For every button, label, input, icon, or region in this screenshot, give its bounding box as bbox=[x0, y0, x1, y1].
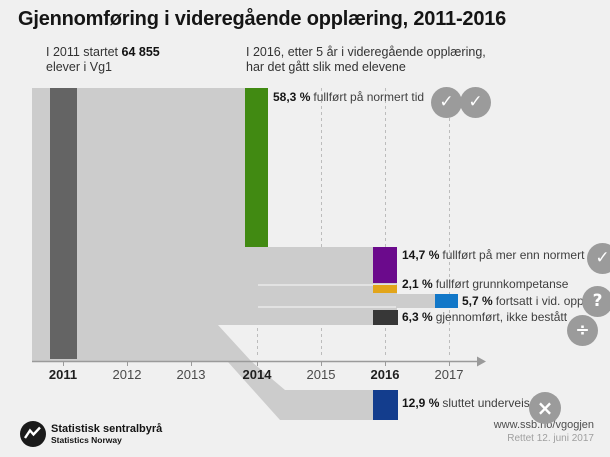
year-2014: 2014 bbox=[242, 367, 272, 382]
org-name: Statistisk sentralbyrå bbox=[51, 423, 163, 435]
axis-arrow-icon bbox=[477, 356, 486, 367]
intro-right: I 2016, etter 5 år i videregående opplær… bbox=[246, 45, 486, 75]
bar-sluttet bbox=[373, 390, 398, 420]
label-sluttet: 12,9 % sluttet underveis bbox=[402, 396, 530, 410]
text-ikke-bestatt: gjennomført, ikke bestått bbox=[435, 310, 568, 324]
check-glyph: ✓ bbox=[439, 92, 454, 112]
cohort-count: 64 855 bbox=[121, 45, 160, 59]
text-fullfort-normert: fullført på normert tid bbox=[313, 90, 425, 104]
revision-date: Rettet 12. juni 2017 bbox=[507, 433, 594, 444]
label-fortsatt: 5,7 % fortsatt i vid. oppl. bbox=[462, 294, 590, 308]
bar-grunnkompetanse bbox=[373, 285, 397, 293]
flow-main bbox=[32, 88, 397, 361]
check-glyph: ✓ bbox=[468, 92, 483, 112]
bar-cohort-2011 bbox=[50, 88, 77, 359]
bar-fullfort-mer-enn-normert bbox=[373, 247, 397, 283]
pct-fortsatt: 5,7 % bbox=[462, 294, 493, 308]
flow-dropout bbox=[228, 362, 373, 420]
close-icon: × bbox=[529, 392, 561, 424]
text-fullfort-mer-enn-normert: fullført på mer enn normert bbox=[442, 248, 585, 262]
bar-ikke-bestatt bbox=[373, 310, 398, 325]
check-icon: ✓ bbox=[587, 243, 610, 274]
bar-fortsatt bbox=[435, 294, 458, 308]
divide-glyph: ÷ bbox=[575, 320, 590, 340]
intro-right-line1: I 2016, etter 5 år i videregående opplær… bbox=[246, 45, 486, 59]
label-fullfort-normert: 58,3 % fullført på normert tid bbox=[273, 90, 424, 104]
year-2016: 2016 bbox=[370, 367, 400, 382]
year-2015: 2015 bbox=[306, 367, 336, 382]
label-grunnkompetanse: 2,1 % fullført grunnkompetanse bbox=[402, 277, 568, 291]
intro-left-line2: elever i Vg1 bbox=[46, 60, 113, 74]
ssb-logo bbox=[20, 421, 46, 447]
pct-fullfort-mer-enn-normert: 14,7 % bbox=[402, 248, 440, 262]
question-icon: ? bbox=[582, 286, 610, 317]
flow-fortsatt bbox=[397, 294, 437, 308]
intro-left-text: I 2011 startet bbox=[46, 45, 119, 59]
footer-source: www.ssb.no/vgogjen Rettet 12. juni 2017 bbox=[494, 419, 594, 445]
close-glyph: × bbox=[536, 396, 554, 420]
divide-icon: ÷ bbox=[567, 315, 598, 346]
source-url: www.ssb.no/vgogjen bbox=[493, 419, 594, 431]
year-2011: 2011 bbox=[48, 367, 78, 382]
year-2017: 2017 bbox=[434, 367, 464, 382]
text-fortsatt: fortsatt i vid. oppl. bbox=[495, 294, 590, 308]
pct-ikke-bestatt: 6,3 % bbox=[402, 310, 433, 324]
axis-ticks bbox=[63, 361, 450, 366]
label-ikke-bestatt: 6,3 % gjennomført, ikke bestått bbox=[402, 310, 567, 324]
page-title: Gjennomføring i videregående opplæring, … bbox=[18, 8, 507, 30]
year-2013: 2013 bbox=[176, 367, 206, 382]
pct-fullfort-normert: 58,3 % bbox=[273, 90, 311, 104]
check-glyph: ✓ bbox=[595, 248, 610, 268]
pct-sluttet: 12,9 % bbox=[402, 396, 440, 410]
text-grunnkompetanse: fullført grunnkompetanse bbox=[435, 277, 569, 291]
label-fullfort-mer-enn-normert: 14,7 % fullført på mer enn normert bbox=[402, 248, 584, 262]
line-chart-icon bbox=[24, 426, 41, 439]
text-sluttet: sluttet underveis bbox=[442, 396, 530, 410]
check-icon: ✓ bbox=[431, 87, 462, 118]
check-icon: ✓ bbox=[460, 87, 491, 118]
pct-grunnkompetanse: 2,1 % bbox=[402, 277, 433, 291]
question-glyph: ? bbox=[592, 291, 603, 311]
bar-fullfort-normert bbox=[245, 88, 268, 247]
year-2012: 2012 bbox=[112, 367, 142, 382]
intro-left: I 2011 startet 64 855 elever i Vg1 bbox=[46, 45, 160, 75]
footer-org: Statistisk sentralbyrå Statistics Norway bbox=[51, 423, 162, 445]
intro-left-line1: I 2011 startet 64 855 bbox=[46, 45, 160, 60]
intro-right-line2: har det gått slik med elevene bbox=[246, 60, 406, 74]
org-name-en: Statistics Norway bbox=[51, 435, 122, 445]
